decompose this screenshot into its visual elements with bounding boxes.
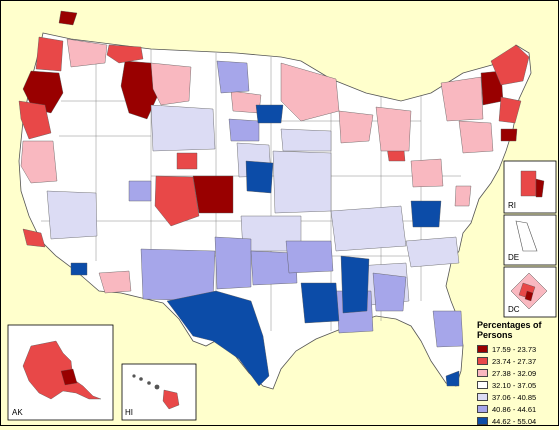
class-27-38-regions <box>20 38 494 294</box>
alaska-inset: AK <box>7 324 114 421</box>
legend-swatch <box>477 345 488 353</box>
delaware-inset: DE <box>503 214 557 266</box>
legend-swatch <box>477 369 488 377</box>
dc-inset: DC <box>503 266 557 318</box>
alaska-shape <box>22 340 102 400</box>
legend-swatch <box>477 417 488 425</box>
class-37-06-regions <box>46 104 460 307</box>
alaska-label: AK <box>12 408 23 417</box>
legend-item: 27.38 - 32.09 <box>477 367 557 379</box>
legend-label: 23.74 - 27.37 <box>492 356 537 366</box>
dc-label: DC <box>508 305 520 314</box>
hawaii-inset: HI <box>121 363 197 421</box>
legend-title: Percentages of Persons <box>477 320 542 340</box>
legend-swatch <box>477 393 488 401</box>
hawaii-big-island <box>162 389 180 410</box>
legend-swatch <box>477 357 488 365</box>
legend-swatch <box>477 381 488 389</box>
rhode-island-inset: RI <box>503 160 557 214</box>
class-44-62-regions <box>70 104 460 387</box>
legend-label: 32.10 - 37.05 <box>492 380 537 390</box>
legend-label: 37.06 - 40.85 <box>492 392 537 402</box>
rhode-island-label: RI <box>508 201 516 210</box>
delaware-label: DE <box>508 253 519 262</box>
class-17-59-regions <box>22 10 518 214</box>
legend-label: 27.38 - 32.09 <box>492 368 537 378</box>
legend-item: 32.10 - 37.05 <box>477 379 557 391</box>
legend-swatch <box>477 405 488 413</box>
hawaii-label: HI <box>125 408 133 417</box>
legend-label: 17.59 - 23.73 <box>492 344 537 354</box>
legend-rows: 17.59 - 23.73 23.74 - 27.37 27.38 - 32.09 3… <box>477 343 557 427</box>
legend-label: 44.62 - 55.04 <box>492 416 537 426</box>
legend-label: 40.86 - 44.61 <box>492 404 537 414</box>
legend-item: 44.62 - 55.04 <box>477 415 557 427</box>
map-legend: Percentages of Persons 17.59 - 23.73 23.7… <box>477 320 557 427</box>
legend-item: 37.06 - 40.85 <box>477 391 557 403</box>
legend-item: 17.59 - 23.73 <box>477 343 557 355</box>
legend-item: 23.74 - 27.37 <box>477 355 557 367</box>
legend-item: 40.86 - 44.61 <box>477 403 557 415</box>
